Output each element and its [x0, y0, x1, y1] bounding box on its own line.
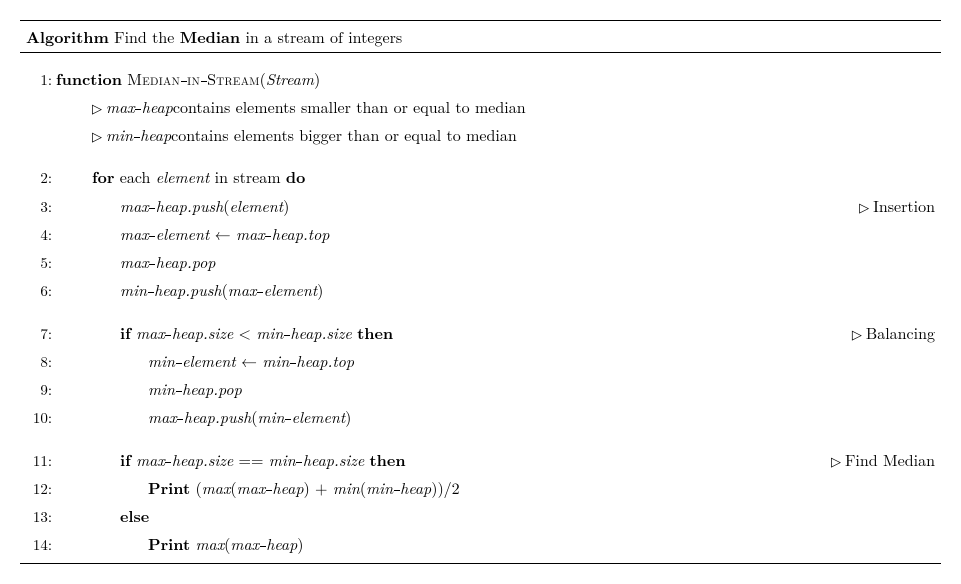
header-title-prefix: Find the	[114, 25, 174, 48]
line-content: maxheap.push(element) Insertion	[56, 192, 935, 220]
expr: max(maxheap	[195, 532, 297, 555]
statement: minelement ← minheap.top	[148, 347, 354, 375]
comment-text: contains elements smaller than or equal …	[173, 93, 526, 121]
algo-line: 2: for each element in stream do	[26, 163, 935, 191]
line-content: maxheap.pop	[56, 248, 935, 276]
comment-text: contains elements bigger than or equal t…	[171, 121, 517, 149]
kw-do: do	[286, 165, 305, 188]
algo-line: 1: function MedianinStream(Stream)	[26, 65, 935, 93]
kw-if: if	[120, 321, 131, 344]
triangle-icon	[92, 93, 106, 121]
triangle-icon	[92, 121, 106, 149]
line-number: 13:	[26, 504, 56, 530]
statement: maxheap.push(element)	[120, 192, 289, 220]
algo-line: 14: Print max(maxheap)	[26, 530, 935, 558]
var: minheap	[106, 121, 171, 149]
triangle-icon	[859, 194, 873, 217]
line-content: function MedianinStream(Stream)	[56, 65, 935, 93]
line-content: minheap.push(maxelement)	[56, 276, 935, 304]
algo-line: 3: maxheap.push(element) Insertion	[26, 192, 935, 220]
line-content: minelement ← minheap.top	[56, 347, 935, 375]
algo-line: 9: minheap.pop	[26, 375, 935, 403]
line-content: maxelement ← maxheap.top	[56, 220, 935, 248]
var: maxheap	[106, 93, 173, 121]
line-content: else	[56, 502, 935, 530]
statement: maxheap.push(minelement)	[148, 403, 351, 431]
line-number: 7:	[26, 321, 56, 347]
line-content: if maxheap.size == minheap.size then Fin…	[56, 446, 935, 474]
line-content: Print max(maxheap)	[56, 530, 935, 558]
line-number: 2:	[26, 165, 56, 191]
side-comment: Find Median	[831, 446, 935, 474]
kw-print: Print	[148, 476, 190, 499]
line-content: minheap contains elements bigger than or…	[56, 121, 935, 149]
line-content: for each element in stream do	[56, 163, 935, 191]
line-content: maxheap contains elements smaller than o…	[56, 93, 935, 121]
line-number: 6:	[26, 278, 56, 304]
fn-arg: Stream	[266, 67, 314, 90]
kw-for: for	[92, 165, 114, 188]
algorithm-body: 1: function MedianinStream(Stream) maxhe…	[20, 53, 941, 563]
algo-line: 4: maxelement ← maxheap.top	[26, 220, 935, 248]
header-title-suffix: in a stream of integers	[245, 25, 402, 48]
line-number: 1:	[26, 67, 56, 93]
line-content: minheap.pop	[56, 375, 935, 403]
side-comment: Balancing	[852, 319, 935, 347]
kw-then: then	[370, 448, 406, 471]
algo-line: 7: if maxheap.size < minheap.size then B…	[26, 319, 935, 347]
statement: maxelement ← maxheap.top	[120, 220, 329, 248]
kw-then: then	[357, 321, 393, 344]
header-title-bold: Median	[180, 25, 240, 48]
kw-print: Print	[148, 532, 190, 555]
line-content: if maxheap.size < minheap.size then Bala…	[56, 319, 935, 347]
algo-line: 8: minelement ← minheap.top	[26, 347, 935, 375]
triangle-icon	[852, 321, 866, 344]
algo-line: 12: Print (max(maxheap) + min(minheap))/…	[26, 474, 935, 502]
fn-name: MedianinStream	[127, 67, 259, 90]
algo-line: 10: maxheap.push(minelement)	[26, 403, 935, 431]
line-number: 14:	[26, 532, 56, 558]
algo-comment-line: maxheap contains elements smaller than o…	[26, 93, 935, 121]
algo-line: 11: if maxheap.size == minheap.size then…	[26, 446, 935, 474]
line-number: 5:	[26, 250, 56, 276]
condition: maxheap.size == minheap.size	[136, 448, 364, 471]
line-number: 3:	[26, 194, 56, 220]
line-number: 8:	[26, 349, 56, 375]
line-number: 4:	[26, 222, 56, 248]
side-comment: Insertion	[859, 192, 935, 220]
algo-line: 13: else	[26, 502, 935, 530]
algorithm-block: Algorithm Find the Median in a stream of…	[20, 20, 941, 564]
kw-if: if	[120, 448, 131, 471]
kw-function: function	[56, 67, 122, 90]
algo-line: 5: maxheap.pop	[26, 248, 935, 276]
statement: minheap.pop	[148, 375, 242, 403]
line-content: Print (max(maxheap) + min(minheap))/2	[56, 474, 935, 502]
line-number: 10:	[26, 405, 56, 431]
statement: minheap.push(maxelement)	[120, 276, 323, 304]
line-number: 12:	[26, 476, 56, 502]
triangle-icon	[831, 448, 845, 471]
algorithm-header: Algorithm Find the Median in a stream of…	[20, 21, 941, 53]
algo-line: 6: minheap.push(maxelement)	[26, 276, 935, 304]
expr: max(maxheap	[202, 476, 304, 499]
algo-comment-line: minheap contains elements bigger than or…	[26, 121, 935, 149]
line-content: maxheap.push(minelement)	[56, 403, 935, 431]
line-number: 9:	[26, 377, 56, 403]
var: element	[156, 165, 210, 188]
expr: min(minheap	[333, 476, 431, 499]
line-number: 11:	[26, 448, 56, 474]
kw-else: else	[120, 502, 149, 530]
statement: maxheap.pop	[120, 248, 215, 276]
header-label: Algorithm	[26, 25, 109, 48]
condition: maxheap.size < minheap.size	[136, 321, 352, 344]
